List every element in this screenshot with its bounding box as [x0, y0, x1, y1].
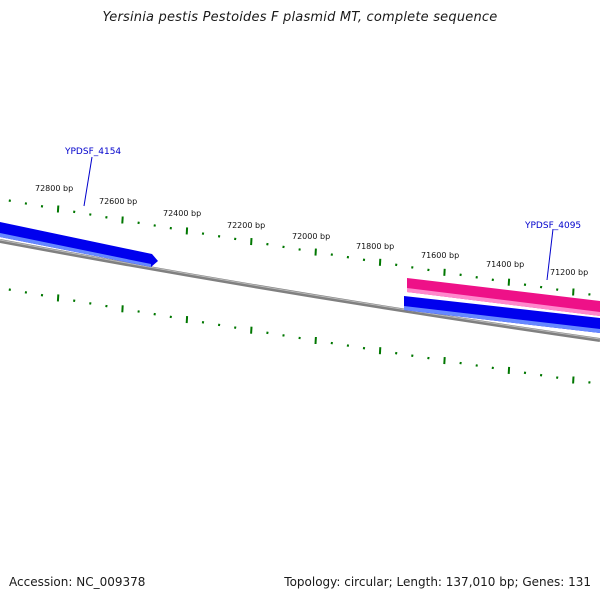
sequence-backbone: [0, 239, 600, 342]
outer-tick-ring: [8, 199, 591, 296]
gene-ypdsf-4154[interactable]: [0, 222, 158, 267]
gene-label-leader: [546, 228, 554, 281]
map-title: Yersinia pestis Pestoides F plasmid MT, …: [102, 10, 498, 25]
gene-ypdsf-4095[interactable]: [407, 278, 600, 316]
bp-label: 72400 bp: [163, 209, 201, 218]
gene-feature-arrow[interactable]: [0, 222, 158, 267]
gene-label-ypdsf-4154[interactable]: YPDSF_4154: [64, 147, 121, 157]
bp-label: 71400 bp: [486, 260, 524, 269]
sequence-backbone-highlight: [0, 239, 600, 340]
sequence-summary: Topology: circular; Length: 137,010 bp; …: [284, 575, 591, 589]
bp-label: 72200 bp: [227, 221, 265, 230]
inner-tick-ring: [8, 288, 591, 384]
gene-feature-shade: [404, 306, 600, 333]
bp-label: 71200 bp: [550, 268, 588, 277]
bp-label: 72800 bp: [35, 184, 73, 193]
bp-label: 72600 bp: [99, 197, 137, 206]
gene-label-ypdsf-4095[interactable]: YPDSF_4095: [524, 221, 581, 231]
bp-label: 72000 bp: [292, 232, 330, 241]
gene-feature-shade: [407, 288, 600, 316]
gene-minus-strand-right[interactable]: [404, 296, 600, 333]
bp-label: 71600 bp: [421, 251, 459, 260]
bp-label: 71800 bp: [356, 242, 394, 251]
gene-feature-shade: [0, 233, 151, 267]
accession-label: Accession: NC_009378: [9, 575, 146, 589]
gene-label-leader: [83, 156, 93, 207]
